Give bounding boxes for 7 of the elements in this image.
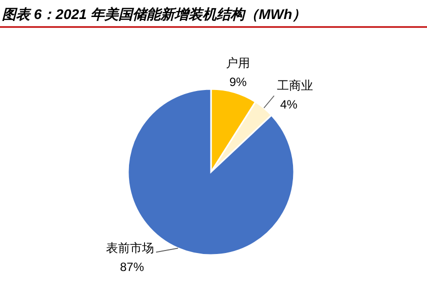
slice-label: 表前市场 <box>106 241 154 256</box>
data-label: 4% <box>280 98 298 112</box>
data-label: 9% <box>229 74 248 89</box>
chart-title: 图表 6：2021 年美国储能新增装机结构（MWh） <box>2 6 306 22</box>
data-label: 87% <box>120 260 144 274</box>
slice-label: 工商业 <box>277 78 314 93</box>
slice-label: 户用 <box>226 56 250 70</box>
